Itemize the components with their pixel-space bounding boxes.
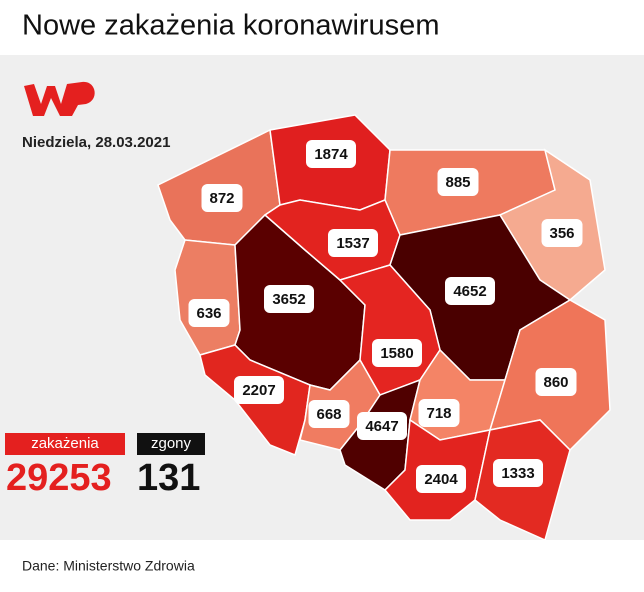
- value-box: [328, 229, 378, 257]
- value-box: [437, 168, 479, 196]
- region-value: 3652: [272, 291, 305, 308]
- region-value: 860: [543, 374, 568, 391]
- value-box: [372, 339, 422, 367]
- deaths-total: 131: [137, 457, 200, 499]
- region-value: 872: [209, 190, 234, 207]
- region-value: 2404: [424, 471, 458, 488]
- value-box: [445, 277, 495, 305]
- region-value: 4647: [365, 418, 398, 435]
- value-box: [201, 184, 243, 212]
- value-box: [234, 376, 284, 404]
- region-value: 356: [549, 225, 574, 242]
- title: Nowe zakażenia koronawirusem: [22, 10, 439, 42]
- cases-label: zakażenia: [31, 435, 99, 452]
- value-box: [416, 465, 466, 493]
- value-box: [418, 399, 460, 427]
- value-box: [357, 412, 407, 440]
- region-value: 1874: [314, 146, 348, 163]
- region-value: 1580: [380, 345, 413, 362]
- region-value: 4652: [453, 283, 486, 300]
- region-value: 1537: [336, 235, 369, 252]
- deaths-label: zgony: [151, 435, 192, 452]
- source: Dane: Ministerstwo Zdrowia: [22, 558, 195, 574]
- value-box: [306, 140, 356, 168]
- logo: [24, 81, 95, 116]
- value-box: [541, 219, 583, 247]
- region-value: 718: [426, 405, 451, 422]
- value-box: [493, 459, 543, 487]
- region-value: 636: [196, 305, 221, 322]
- value-box: [264, 285, 314, 313]
- cases-total: 29253: [6, 457, 112, 499]
- deaths-badge: [137, 433, 205, 455]
- value-box: [308, 400, 350, 428]
- value-box: [188, 299, 230, 327]
- date: Niedziela, 28.03.2021: [22, 134, 170, 151]
- cases-badge: [5, 433, 125, 455]
- region-value: 668: [316, 406, 341, 423]
- value-box: [535, 368, 577, 396]
- region-value: 885: [445, 174, 470, 191]
- region-value: 2207: [242, 382, 275, 399]
- region-value: 1333: [501, 465, 534, 482]
- region-labels: 872 1874 885 356 636 3652 1537 4652 1580 2207 668 4…: [188, 140, 583, 493]
